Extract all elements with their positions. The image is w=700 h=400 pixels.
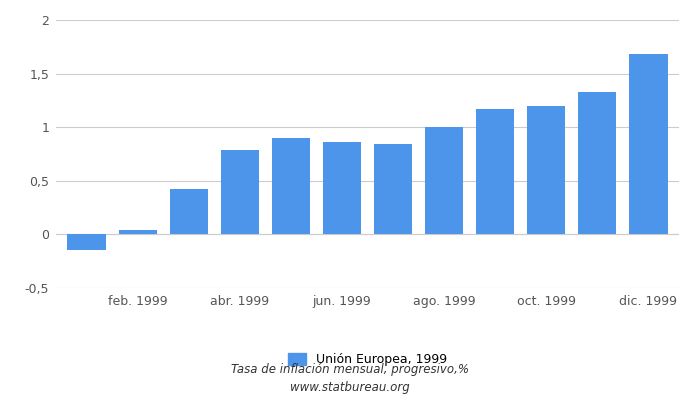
Legend: Unión Europea, 1999: Unión Europea, 1999 bbox=[288, 353, 447, 366]
Bar bbox=[527, 106, 566, 234]
Bar bbox=[272, 138, 310, 234]
Text: www.statbureau.org: www.statbureau.org bbox=[290, 382, 410, 394]
Bar bbox=[67, 234, 106, 250]
Bar bbox=[476, 109, 514, 234]
Bar bbox=[323, 142, 361, 234]
Bar bbox=[374, 144, 412, 234]
Bar bbox=[425, 127, 463, 234]
Bar bbox=[118, 230, 157, 234]
Bar bbox=[169, 189, 208, 234]
Bar bbox=[220, 150, 259, 234]
Text: Tasa de inflación mensual, progresivo,%: Tasa de inflación mensual, progresivo,% bbox=[231, 364, 469, 376]
Bar bbox=[578, 92, 617, 234]
Bar bbox=[629, 54, 668, 234]
